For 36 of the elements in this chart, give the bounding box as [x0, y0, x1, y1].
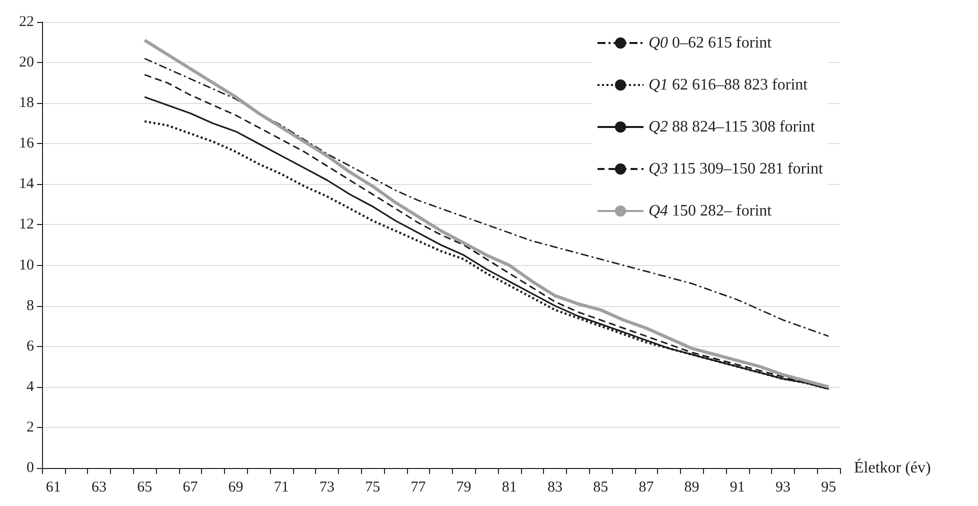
y-tick-label: 16: [19, 136, 34, 152]
x-tick-label: 93: [776, 480, 790, 496]
y-tick-label: 20: [19, 54, 34, 71]
y-tick-label: 2: [26, 419, 34, 436]
x-tick-label: 83: [548, 480, 562, 496]
x-tick-label: 85: [593, 480, 608, 496]
x-tick-label: 67: [182, 480, 198, 496]
legend-label: Q4 150 282– forint: [648, 202, 772, 220]
y-tick-label: 12: [19, 216, 34, 233]
y-tick-label: 22: [19, 14, 34, 30]
x-tick-label: 65: [137, 480, 152, 496]
x-tick-label: 63: [92, 480, 106, 496]
x-tick-label: 77: [410, 480, 426, 496]
x-tick-label: 81: [502, 480, 517, 496]
x-tick-label: 75: [365, 480, 380, 496]
y-tick-label: 0: [26, 460, 34, 476]
x-tick-label: 71: [274, 480, 289, 496]
legend-label: Q2 88 824–115 308 forint: [648, 118, 816, 136]
x-tick-label: 91: [730, 480, 745, 496]
x-tick-label: 69: [228, 480, 244, 496]
legend-label: Q1 62 616–88 823 forint: [648, 76, 808, 94]
x-tick-label: 95: [821, 480, 836, 496]
x-axis-title: Életkor (év): [854, 458, 931, 476]
y-tick-label: 6: [26, 338, 34, 354]
legend-label: Q3 115 309–150 281 forint: [648, 160, 824, 178]
y-tick-label: 4: [26, 378, 34, 395]
y-tick-label: 14: [19, 176, 34, 192]
y-tick-label: 10: [19, 257, 34, 274]
x-tick-label: 89: [684, 480, 700, 496]
x-tick-label: 73: [320, 480, 334, 496]
x-tick-label: 79: [456, 480, 472, 496]
y-tick-label: 8: [26, 298, 34, 314]
x-tick-label: 87: [638, 480, 654, 496]
y-tick-label: 18: [19, 95, 34, 112]
legend-label: Q0 0–62 615 forint: [648, 34, 772, 52]
x-tick-label: 61: [46, 480, 61, 496]
